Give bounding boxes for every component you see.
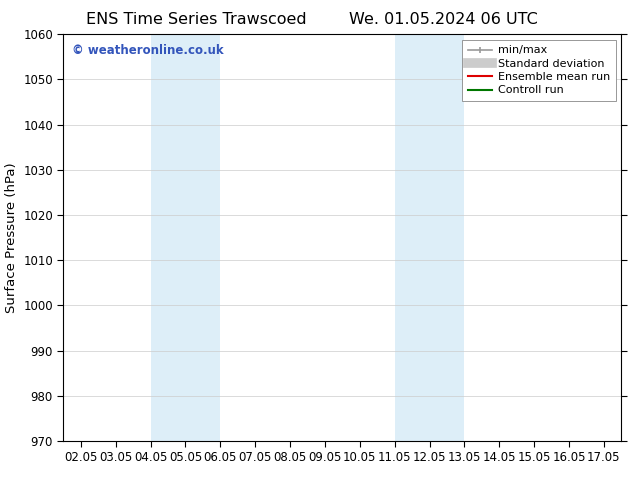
Bar: [150, 34, 221, 441]
Legend: min/max, Standard deviation, Ensemble mean run, Controll run: min/max, Standard deviation, Ensemble me…: [462, 40, 616, 101]
Text: ENS Time Series Trawscoed: ENS Time Series Trawscoed: [86, 12, 307, 27]
Text: © weatheronline.co.uk: © weatheronline.co.uk: [72, 45, 223, 57]
Bar: [394, 34, 464, 441]
Text: We. 01.05.2024 06 UTC: We. 01.05.2024 06 UTC: [349, 12, 538, 27]
Y-axis label: Surface Pressure (hPa): Surface Pressure (hPa): [4, 162, 18, 313]
